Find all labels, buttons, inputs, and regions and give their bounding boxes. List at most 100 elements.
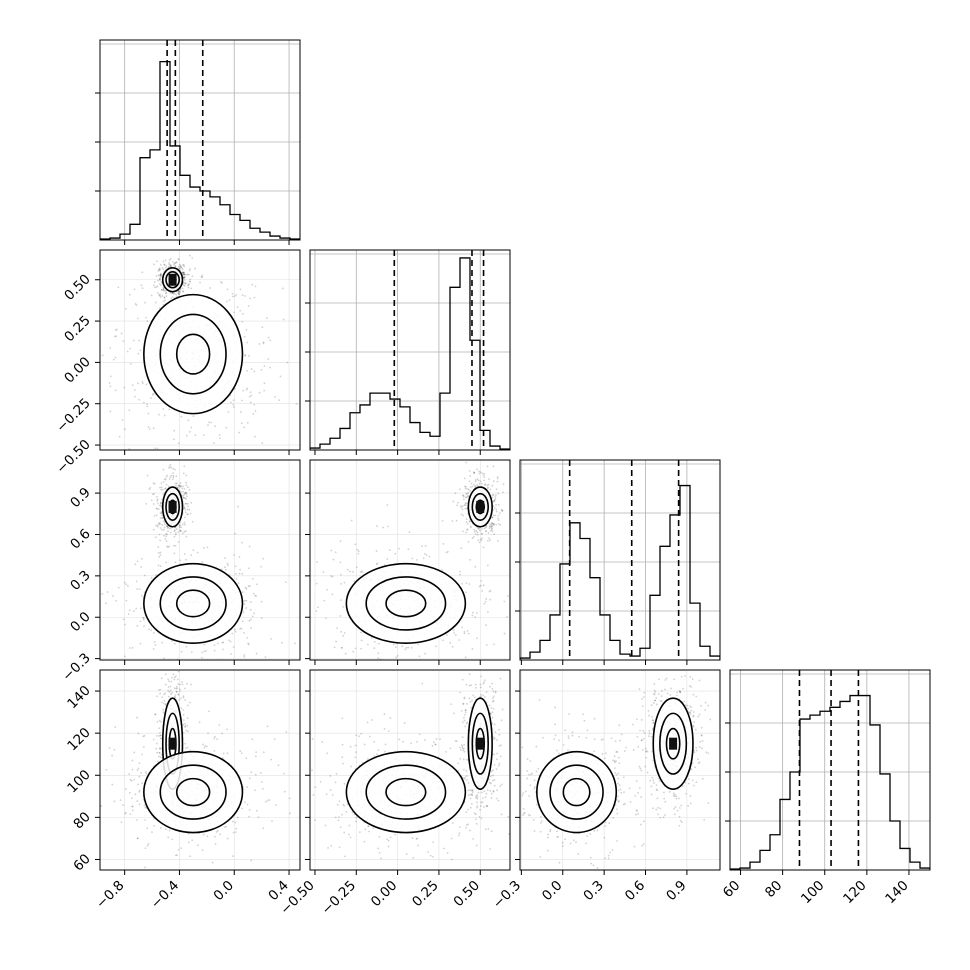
scatter-point bbox=[169, 263, 172, 266]
scatter-point bbox=[278, 399, 281, 401]
scatter-point bbox=[234, 821, 237, 824]
scatter-point bbox=[158, 752, 161, 754]
scatter-point bbox=[165, 702, 167, 705]
scatter-point bbox=[157, 502, 160, 505]
scatter-point bbox=[466, 779, 468, 781]
scatter-point bbox=[155, 747, 158, 750]
scatter-point bbox=[169, 292, 172, 294]
scatter-point bbox=[466, 758, 468, 761]
scatter-point bbox=[341, 756, 344, 759]
scatter-point bbox=[489, 589, 492, 592]
scatter-point bbox=[174, 262, 177, 264]
scatter-point bbox=[467, 663, 469, 665]
scatter-point bbox=[488, 778, 491, 781]
scatter-point bbox=[589, 856, 592, 859]
scatter-point bbox=[178, 484, 181, 487]
scatter-point bbox=[472, 536, 475, 538]
scatter-point bbox=[329, 775, 332, 777]
scatter-point bbox=[122, 618, 125, 621]
scatter-point bbox=[506, 616, 508, 618]
scatter-point bbox=[483, 479, 486, 482]
scatter-point bbox=[656, 806, 659, 809]
scatter-point bbox=[340, 582, 342, 585]
scatter-point bbox=[463, 747, 465, 750]
scatter-point bbox=[694, 766, 697, 769]
scatter-point bbox=[446, 852, 449, 854]
scatter-point bbox=[159, 279, 161, 282]
scatter-point bbox=[659, 699, 662, 702]
scatter-point bbox=[218, 724, 221, 726]
scatter-point bbox=[179, 267, 181, 270]
scatter-point bbox=[341, 717, 344, 720]
scatter-point bbox=[488, 478, 491, 481]
scatter-point bbox=[285, 581, 287, 584]
scatter-point bbox=[162, 286, 165, 289]
scatter-point bbox=[180, 266, 183, 269]
scatter-point bbox=[201, 274, 203, 277]
scatter-point bbox=[168, 829, 171, 832]
scatter-point bbox=[182, 273, 185, 276]
scatter-point bbox=[394, 646, 397, 649]
scatter-point bbox=[490, 526, 493, 529]
scatter-point bbox=[491, 711, 494, 714]
scatter-point bbox=[639, 729, 641, 732]
scatter-point bbox=[173, 642, 176, 645]
scatter-point bbox=[136, 769, 139, 771]
scatter-point bbox=[652, 779, 655, 782]
scatter-point bbox=[338, 846, 341, 849]
scatter-point bbox=[389, 836, 392, 839]
x-tick-label: 0.50 bbox=[451, 878, 484, 911]
scatter-point bbox=[487, 540, 489, 542]
scatter-point bbox=[180, 485, 183, 487]
scatter-point bbox=[486, 564, 489, 567]
scatter-point bbox=[175, 690, 178, 693]
scatter-point bbox=[396, 655, 399, 657]
scatter-point bbox=[465, 824, 468, 826]
scatter-point bbox=[342, 635, 345, 637]
contour-line bbox=[385, 589, 427, 618]
scatter-point bbox=[480, 539, 483, 542]
scatter-point bbox=[117, 586, 120, 589]
scatter-point bbox=[253, 612, 255, 615]
scatter-point bbox=[338, 800, 341, 803]
scatter-point bbox=[469, 789, 472, 791]
scatter-point bbox=[183, 279, 186, 281]
scatter-point bbox=[226, 728, 228, 731]
scatter-point bbox=[232, 820, 234, 823]
scatter-point bbox=[181, 268, 184, 271]
scatter-point bbox=[184, 530, 187, 533]
scatter-point bbox=[355, 734, 358, 737]
scatter-point bbox=[160, 502, 163, 505]
scatter-point bbox=[455, 519, 458, 522]
scatter-point bbox=[218, 434, 221, 436]
scatter-point bbox=[141, 594, 143, 597]
scatter-point bbox=[445, 750, 447, 753]
scatter-point bbox=[136, 716, 139, 719]
scatter-point bbox=[341, 813, 343, 816]
scatter-point bbox=[189, 855, 192, 858]
scatter-point bbox=[470, 482, 473, 485]
scatter-point bbox=[177, 693, 180, 696]
scatter-point bbox=[128, 609, 131, 612]
scatter-point bbox=[486, 805, 488, 808]
scatter-point bbox=[203, 650, 206, 653]
scatter-point bbox=[232, 403, 235, 406]
scatter-point bbox=[202, 833, 205, 836]
scatter-point bbox=[242, 611, 245, 614]
scatter-point bbox=[484, 484, 486, 487]
scatter-point bbox=[373, 679, 375, 681]
scatter-point bbox=[339, 599, 342, 602]
scatter-point bbox=[184, 511, 187, 514]
scatter-point bbox=[280, 607, 282, 609]
scatter-point bbox=[497, 519, 500, 521]
scatter-point bbox=[249, 608, 252, 611]
scatter-point bbox=[398, 738, 401, 741]
scatter-point bbox=[105, 602, 107, 605]
scatter-point bbox=[139, 349, 142, 352]
scatter-point bbox=[167, 686, 170, 688]
scatter-point bbox=[489, 523, 492, 526]
scatter-point bbox=[266, 799, 269, 802]
scatter-point bbox=[157, 274, 160, 277]
scatter-point bbox=[478, 472, 481, 475]
scatter-point bbox=[166, 533, 168, 536]
